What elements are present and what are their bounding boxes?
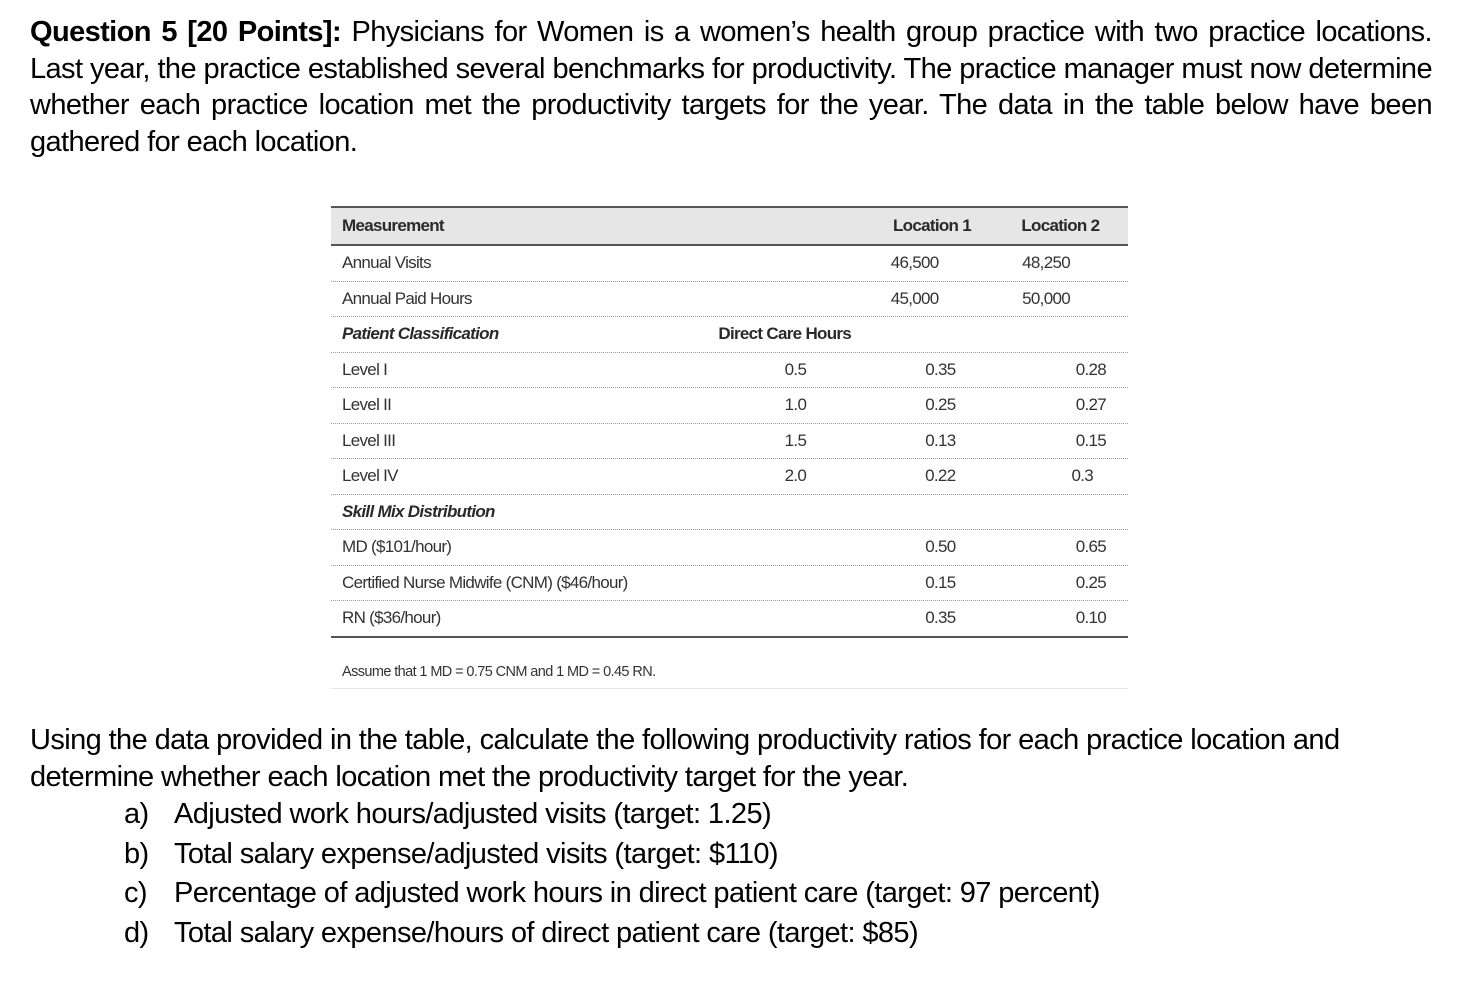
list-item: c) Percentage of adjusted work hours in … [124,877,1100,909]
header-location-1: Location 1 [892,216,972,235]
list-item: a) Adjusted work hours/adjusted visits (… [124,798,772,830]
question-items-list: a) Adjusted work hours/adjusted visits (… [124,796,1100,954]
table-row-rn: RN ($36/hour) 0.35 0.10 [331,601,1128,638]
table-header-row: Measurement Location 1 Location 2 [331,208,1128,246]
productivity-data-table: Measurement Location 1 Location 2 Annual… [331,206,1128,689]
question-intro: Question 5 [20 Points]: Physicians for W… [30,14,1433,160]
header-location-2: Location 2 [1021,216,1100,235]
header-measurement: Measurement [342,216,445,235]
list-item: d) Total salary expense/hours of direct … [124,916,919,949]
table-row-cnm: Certified Nurse Midwife (CNM) ($46/hour)… [331,566,1128,601]
table-row-level-2: Level II 1.0 0.25 0.27 [331,388,1128,424]
section-patient-classification: Patient Classification Direct Care Hours [331,317,1128,353]
list-item: b) Total salary expense/adjusted visits … [124,837,779,870]
table-row-annual-visits: Annual Visits 46,500 48,250 [331,246,1128,282]
question-heading: Question 5 [20 Points]: [30,16,342,48]
table-row-level-4: Level IV 2.0 0.22 0.3 [331,459,1128,495]
table-row-md: MD ($101/hour) 0.50 0.65 [331,530,1128,566]
table-footnote: Assume that 1 MD = 0.75 CNM and 1 MD = 0… [331,638,1128,689]
table-row-annual-paid-hours: Annual Paid Hours 45,000 50,000 [331,282,1128,317]
table-row-level-1: Level I 0.5 0.35 0.28 [331,353,1128,388]
section-skill-mix-distribution: Skill Mix Distribution [331,495,1128,530]
table-row-level-3: Level III 1.5 0.13 0.15 [331,424,1128,459]
question-prompt: Using the data provided in the table, ca… [30,724,1340,793]
header-direct-care-hours: Direct Care Hours [718,324,852,344]
question-intro-text: Physicians for Women is a women’s health… [30,16,1433,158]
